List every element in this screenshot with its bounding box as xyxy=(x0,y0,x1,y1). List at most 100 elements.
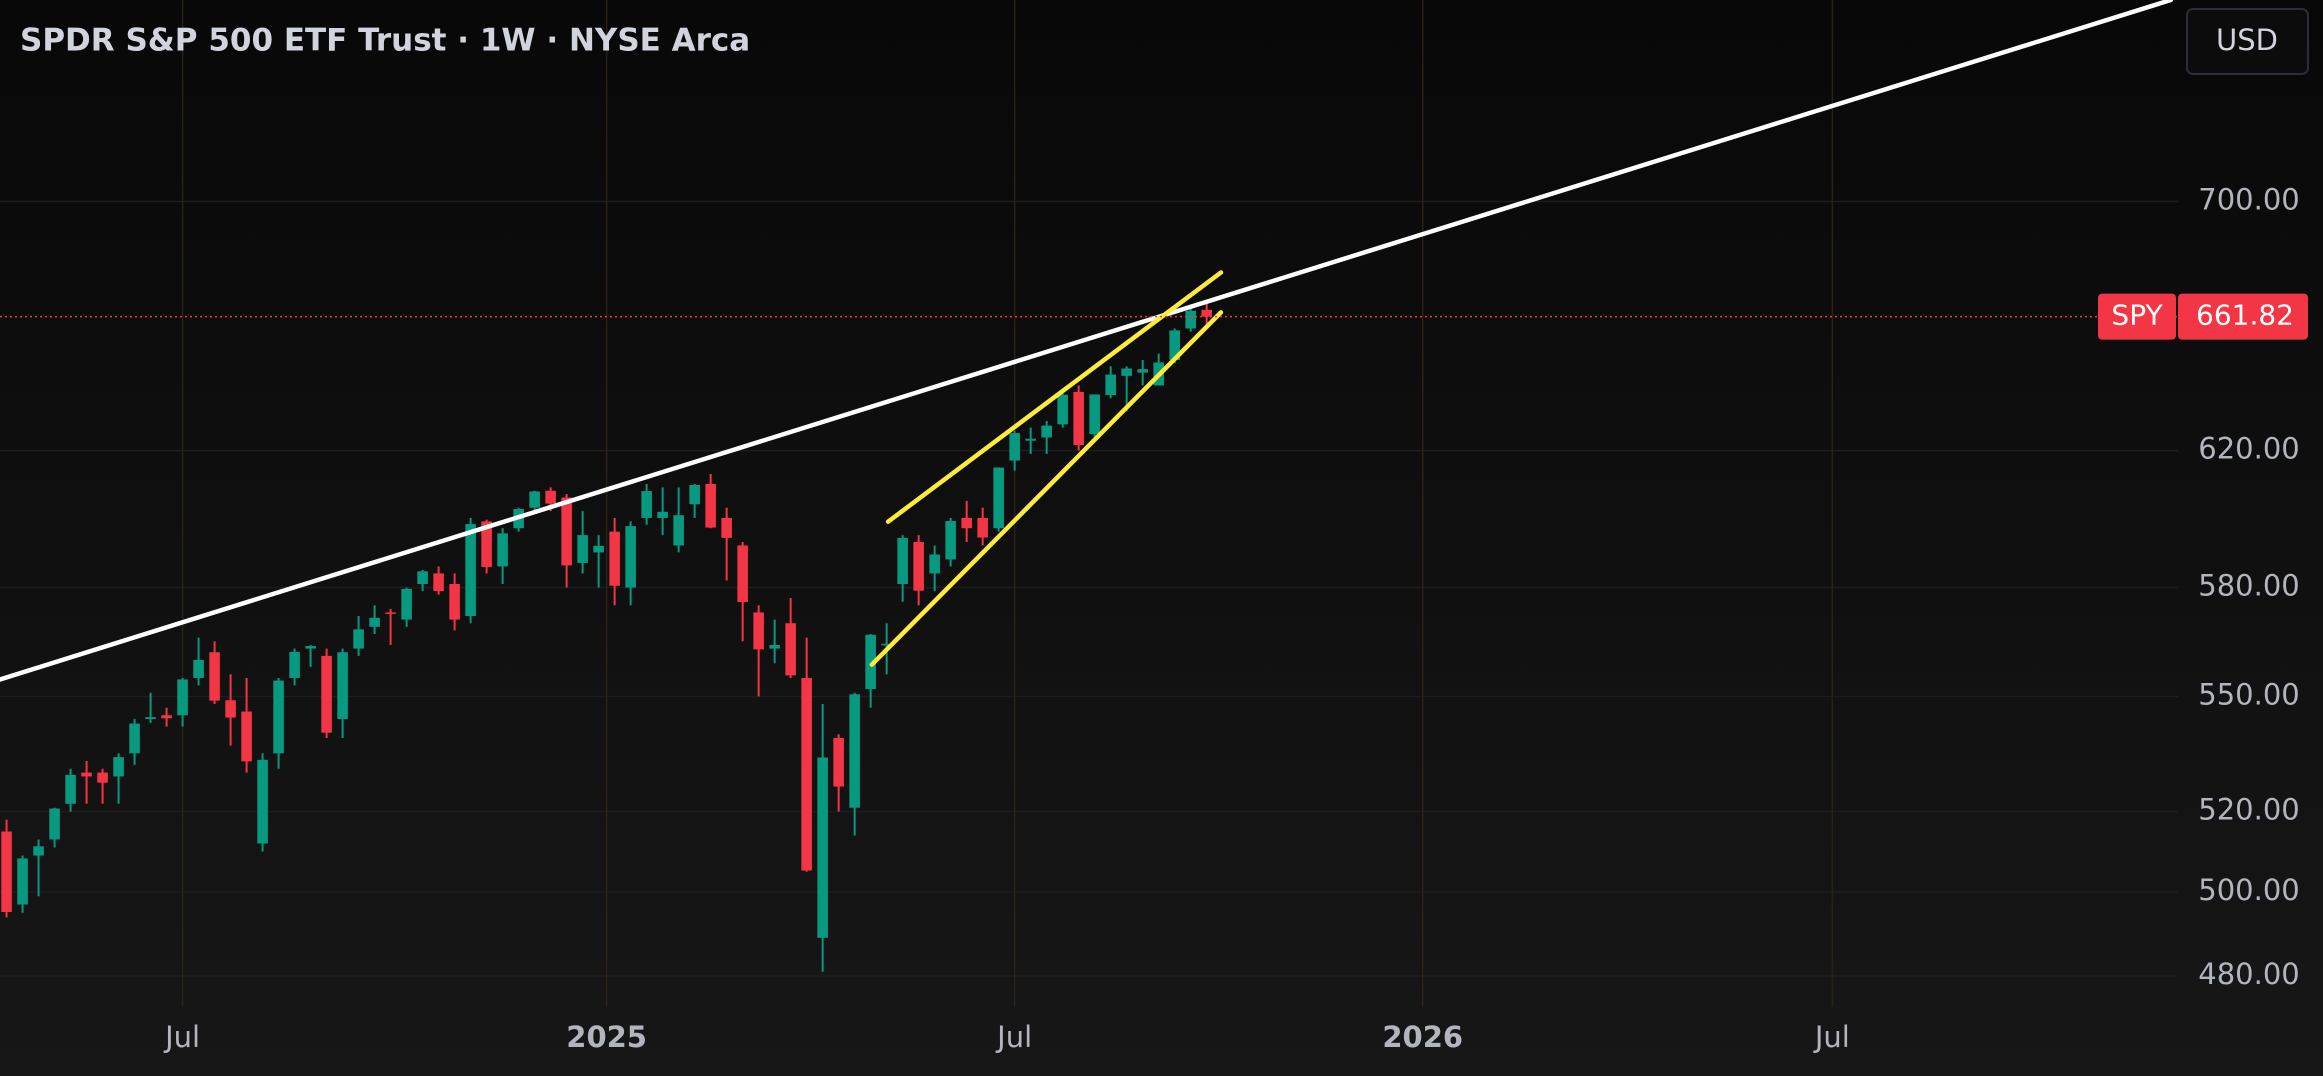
candle-body xyxy=(769,645,780,649)
x-tick-label: Jul xyxy=(995,1020,1032,1054)
chart-title: SPDR S&P 500 ETF Trust · 1W · NYSE Arca xyxy=(20,23,750,59)
candle-body xyxy=(641,491,652,518)
candle-body xyxy=(657,511,668,518)
candle-body xyxy=(913,542,924,591)
candle-body xyxy=(737,545,748,603)
candle-body xyxy=(1105,374,1116,396)
candle-body xyxy=(481,521,492,568)
overlay: 480.00 500.00 520.00 550.00 580.00 620.00 700.… xyxy=(0,183,2308,1054)
y-tick-label: 620.00 xyxy=(2198,432,2299,466)
candle-body xyxy=(97,772,108,783)
trend-line xyxy=(0,0,2174,682)
y-tick-label: 700.00 xyxy=(2198,183,2299,217)
candle-body xyxy=(593,545,604,553)
candle-body xyxy=(65,774,76,804)
candle-body xyxy=(497,533,508,567)
candle-body xyxy=(961,517,972,529)
trend-line xyxy=(869,310,1224,667)
x-tick-label: 2026 xyxy=(1382,1020,1463,1054)
candle-body xyxy=(353,629,364,649)
candle-body xyxy=(1073,391,1084,445)
candle-body xyxy=(401,588,412,620)
candle-body xyxy=(433,573,444,592)
price-badge xyxy=(2178,293,2308,340)
candle-body xyxy=(817,757,828,938)
candle-body xyxy=(369,617,380,627)
candle-body xyxy=(1089,394,1100,435)
plot-area xyxy=(0,0,2174,972)
currency-button-box[interactable] xyxy=(2186,8,2309,75)
x-tick-label: Jul xyxy=(163,1020,200,1054)
candle-body xyxy=(529,491,540,508)
candle-body xyxy=(785,623,796,676)
candle-body xyxy=(1169,330,1180,360)
candle-body xyxy=(833,738,844,787)
candle-body xyxy=(849,694,860,808)
candle-body xyxy=(289,651,300,678)
candle-body xyxy=(1025,438,1036,441)
candle-body xyxy=(1057,394,1068,425)
candle-body xyxy=(113,757,124,777)
candle-body xyxy=(1009,433,1020,461)
candle-body xyxy=(977,517,988,538)
candle-body xyxy=(177,679,188,716)
y-tick-label: 520.00 xyxy=(2198,793,2299,827)
candle-body xyxy=(865,634,876,690)
candle-body xyxy=(753,612,764,650)
candle-body xyxy=(1185,310,1196,329)
trend-line xyxy=(885,270,1224,524)
candle-body xyxy=(161,715,172,719)
candle-body xyxy=(897,537,908,584)
candle-body xyxy=(33,846,44,856)
candle-body xyxy=(273,680,284,754)
candle-body xyxy=(929,554,940,574)
candle-body xyxy=(465,524,476,617)
candle-body xyxy=(225,700,236,718)
candle-body xyxy=(193,659,204,678)
candle-body xyxy=(305,646,316,649)
candle-body xyxy=(721,517,732,538)
candle-body xyxy=(881,643,892,646)
candle-body xyxy=(625,526,636,588)
candle-body xyxy=(49,808,60,840)
candle-body xyxy=(1,831,12,912)
currency-label[interactable]: USD xyxy=(2216,23,2278,57)
candle-body xyxy=(417,571,428,584)
grid xyxy=(0,0,2178,1007)
candle-body xyxy=(801,677,812,871)
y-tick-label: 480.00 xyxy=(2198,957,2299,991)
candle-body xyxy=(337,652,348,720)
candle-body xyxy=(209,652,220,701)
candle-body xyxy=(17,858,28,905)
candle-body xyxy=(81,772,92,777)
x-tick-label: 2025 xyxy=(566,1020,647,1054)
candle-body xyxy=(321,655,332,733)
candle-body xyxy=(129,723,140,754)
candle-body xyxy=(1041,425,1052,438)
candle-body xyxy=(145,717,156,720)
candle-body xyxy=(945,521,956,560)
y-tick-label: 500.00 xyxy=(2198,873,2299,907)
candle-body xyxy=(1121,368,1132,376)
candle-body xyxy=(545,490,556,504)
last-price-label: 661.82 xyxy=(2196,299,2294,332)
candle-body xyxy=(1201,309,1212,317)
x-tick-label: Jul xyxy=(1813,1020,1850,1054)
candle-body xyxy=(257,759,268,844)
symbol-label: SPY xyxy=(2111,299,2163,332)
y-tick-label: 550.00 xyxy=(2198,678,2299,712)
candle-body xyxy=(577,535,588,563)
candle-body xyxy=(689,485,700,505)
candle-body xyxy=(673,515,684,546)
candle-body xyxy=(993,467,1004,529)
candle-body xyxy=(705,483,716,528)
candle-body xyxy=(609,531,620,586)
y-tick-label: 580.00 xyxy=(2198,569,2299,603)
currency-button[interactable]: USD xyxy=(2186,8,2309,75)
candle-body xyxy=(449,583,460,620)
candle-body xyxy=(1137,369,1148,373)
candle-body xyxy=(561,497,572,566)
